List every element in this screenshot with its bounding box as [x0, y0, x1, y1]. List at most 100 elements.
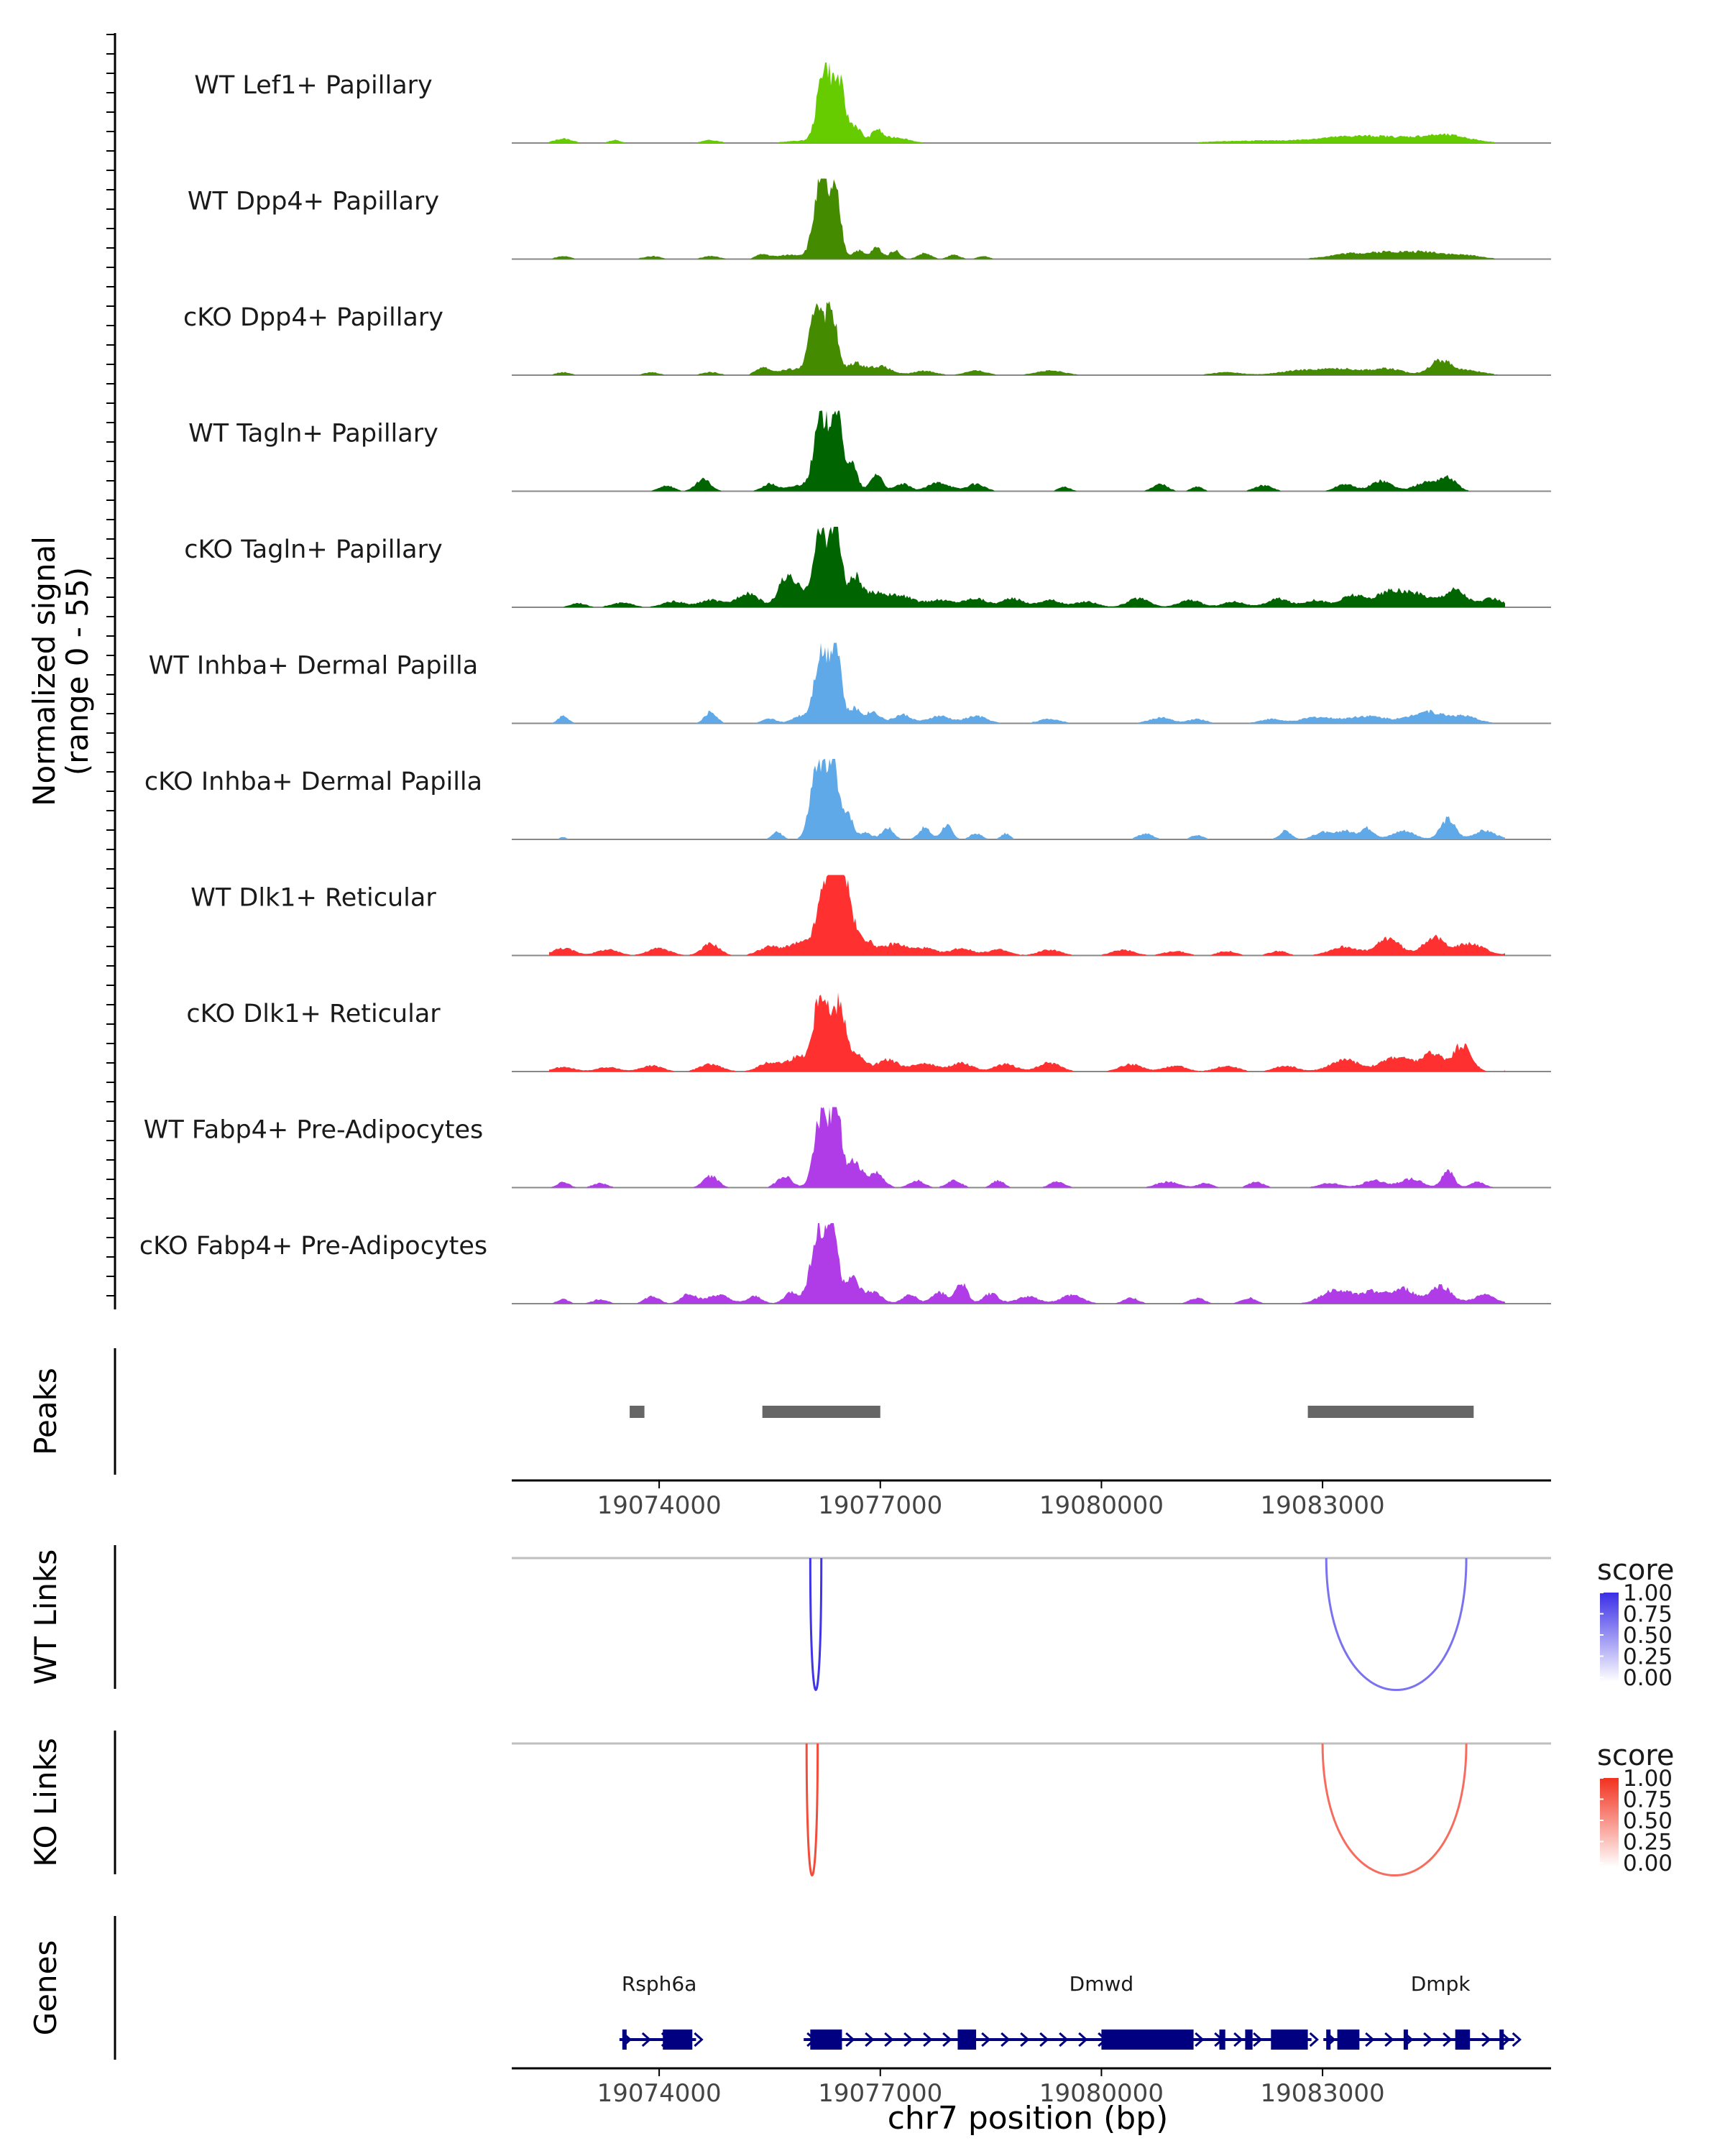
coverage-track-area — [549, 992, 1505, 1072]
gene-strand-arrow — [1481, 2032, 1491, 2047]
coverage-track: cKO Inhba+ Dermal Papilla — [144, 759, 1551, 840]
legend-colorbar — [1600, 1593, 1619, 1682]
coverage-track: WT Dpp4+ Papillary — [188, 178, 1551, 260]
coverage-track-label: WT Dpp4+ Papillary — [188, 188, 439, 216]
coverage-track-label: WT Inhba+ Dermal Papilla — [149, 652, 478, 681]
legend-tick-label: 1.00 — [1623, 1766, 1673, 1792]
coverage-track-label: WT Fabp4+ Pre-Adipocytes — [144, 1116, 483, 1145]
gene-strand-arrow — [942, 2032, 952, 2047]
gene-strand-arrow — [1384, 2032, 1394, 2047]
legend-tick-label: 0.75 — [1623, 1602, 1673, 1628]
coverage-ylabel-line1: Normalized signal — [27, 536, 62, 806]
coverage-track: WT Lef1+ Papillary — [194, 63, 1551, 144]
coverage-track-area — [549, 301, 1505, 375]
coverage-ylabel-line2: (range 0 - 55) — [60, 567, 95, 775]
coverage-track-area — [549, 759, 1505, 839]
coverage-track-label: cKO Tagln+ Papillary — [184, 535, 443, 564]
link-arc — [809, 1557, 823, 1691]
gene-label: Dmwd — [1070, 1972, 1134, 1996]
coverage-track: WT Tagln+ Papillary — [188, 410, 1551, 492]
coverage-track: WT Fabp4+ Pre-Adipocytes — [144, 1107, 1551, 1189]
gene-strand-arrow — [1059, 2032, 1069, 2047]
link-arc — [1321, 1743, 1468, 1876]
coverage-track-area — [549, 63, 1505, 143]
coverage-track-area — [549, 642, 1505, 724]
gene-strand-arrow — [845, 2032, 855, 2047]
links-panels: score1.000.750.500.250.00score1.000.750.… — [512, 1554, 1674, 1876]
peak-interval — [762, 1406, 880, 1418]
x-axis-lower: 19074000 19077000 19080000 19083000 — [512, 2067, 1551, 2108]
coverage-track: WT Inhba+ Dermal Papilla — [149, 642, 1551, 724]
gene-strand-arrow — [641, 2032, 652, 2047]
gene-exon — [957, 2030, 977, 2050]
coverage-track: cKO Tagln+ Papillary — [184, 527, 1551, 608]
legend-tick-label: 0.50 — [1623, 1623, 1673, 1649]
peaks-ylabel: Peaks — [28, 1368, 63, 1455]
ko-links-ylabel: KO Links — [28, 1738, 63, 1867]
legend-tick-label: 0.00 — [1623, 1851, 1673, 1876]
gene-strand-arrow — [884, 2032, 894, 2047]
genes-ylabel: Genes — [28, 1940, 63, 2036]
peaks-intervals — [630, 1406, 1474, 1418]
gene-exon — [1455, 2030, 1471, 2050]
gene-strand-arrow — [1443, 2032, 1453, 2047]
gene-model: Dmwd — [804, 1972, 1319, 2050]
gene-exon — [810, 2030, 842, 2050]
legend-tick-label: 0.00 — [1623, 1665, 1673, 1691]
gene-strand-arrow — [865, 2032, 875, 2047]
x-axis-tick-label: 19083000 — [1261, 2079, 1385, 2108]
coverage-y-axis-ticks — [106, 34, 115, 1296]
gene-exon — [1271, 2030, 1308, 2050]
gene-strand-arrow — [1039, 2032, 1049, 2047]
x-axis-tick-label: 19080000 — [1039, 2079, 1164, 2108]
x-axis-tick-label: 19077000 — [818, 1491, 942, 1520]
gene-exon — [1403, 2030, 1408, 2050]
gene-strand-arrow — [1365, 2032, 1375, 2047]
coverage-track-area — [549, 1223, 1505, 1304]
coverage-track-label: cKO Dpp4+ Papillary — [183, 303, 443, 332]
coverage-track-label: WT Lef1+ Papillary — [194, 71, 433, 100]
link-arc — [805, 1743, 819, 1876]
coverage-track: cKO Dlk1+ Reticular — [186, 992, 1551, 1072]
gene-strand-arrow — [1000, 2032, 1011, 2047]
gene-strand-arrow — [1423, 2032, 1433, 2047]
coverage-track-label: WT Dlk1+ Reticular — [190, 884, 436, 913]
coverage-track-label: cKO Inhba+ Dermal Papilla — [144, 768, 482, 796]
x-axis-tick-label: 19074000 — [597, 1491, 722, 1520]
coverage-track-label: WT Tagln+ Papillary — [188, 420, 438, 448]
peak-interval — [630, 1406, 645, 1418]
coverage-track-area — [549, 527, 1505, 607]
coverage-track-area — [549, 410, 1505, 492]
coverage-track-label: cKO Dlk1+ Reticular — [186, 1000, 441, 1028]
peak-interval — [1307, 1406, 1474, 1418]
coverage-track-area — [549, 178, 1505, 259]
x-axis-tick-label: 19077000 — [818, 2079, 942, 2108]
gene-strand-arrow — [981, 2032, 991, 2047]
gene-exon — [1326, 2030, 1331, 2050]
legend-title: score — [1597, 1554, 1674, 1587]
coverage-track-area — [549, 1107, 1505, 1188]
gene-label: Dmpk — [1411, 1972, 1471, 1996]
legend-tick-label: 0.75 — [1623, 1787, 1673, 1813]
gene-strand-arrow — [1253, 2032, 1263, 2047]
gene-strand-arrow — [694, 2032, 704, 2047]
gene-exon — [622, 2030, 627, 2050]
gene-exon — [1101, 2030, 1194, 2050]
legend-tick-label: 0.25 — [1623, 1830, 1673, 1856]
wt-links-ylabel: WT Links — [28, 1549, 63, 1685]
x-axis-title: chr7 position (bp) — [888, 2100, 1169, 2137]
gene-exon — [1499, 2030, 1504, 2050]
x-axis-tick-label: 19074000 — [597, 2079, 722, 2108]
gene-model: Rsph6a — [619, 1972, 704, 2050]
gene-strand-arrow — [1195, 2032, 1205, 2047]
link-arc — [1325, 1557, 1468, 1691]
x-axis-tick-label: 19080000 — [1039, 1491, 1164, 1520]
gene-exon — [663, 2030, 693, 2050]
gene-strand-arrow — [903, 2032, 914, 2047]
legend-colorbar — [1600, 1778, 1619, 1867]
coverage-track: cKO Fabp4+ Pre-Adipocytes — [139, 1223, 1551, 1304]
gene-strand-arrow — [1233, 2032, 1243, 2047]
gene-exon — [1219, 2030, 1225, 2050]
